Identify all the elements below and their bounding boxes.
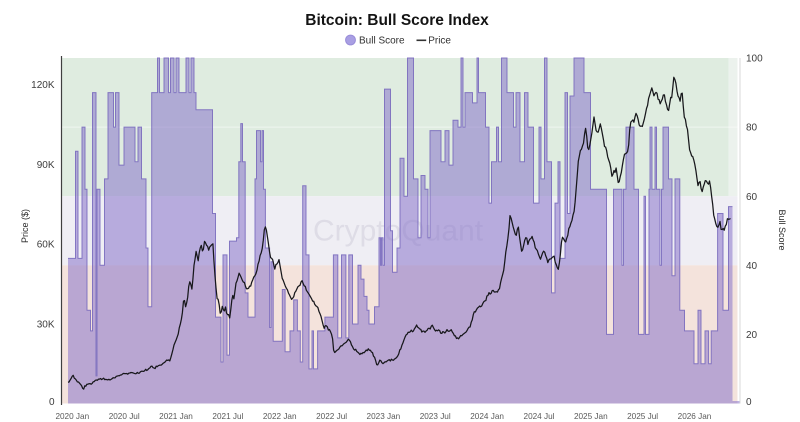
svg-text:2022 Jul: 2022 Jul	[316, 412, 347, 421]
svg-text:30K: 30K	[37, 319, 55, 330]
svg-text:Bitcoin: Bull Score Index: Bitcoin: Bull Score Index	[305, 12, 489, 29]
svg-text:80: 80	[746, 123, 758, 134]
svg-text:2021 Jul: 2021 Jul	[212, 412, 243, 421]
svg-text:Price: Price	[428, 36, 451, 47]
svg-text:2024 Jul: 2024 Jul	[524, 412, 555, 421]
svg-text:2021 Jan: 2021 Jan	[159, 412, 193, 421]
svg-text:Bull Score: Bull Score	[359, 36, 405, 47]
svg-text:2023 Jan: 2023 Jan	[367, 412, 401, 421]
svg-text:2025 Jan: 2025 Jan	[574, 412, 608, 421]
svg-text:20: 20	[746, 330, 758, 341]
svg-text:2022 Jan: 2022 Jan	[263, 412, 297, 421]
svg-text:60: 60	[746, 192, 758, 203]
svg-text:2020 Jul: 2020 Jul	[109, 412, 140, 421]
svg-text:2024 Jan: 2024 Jan	[470, 412, 504, 421]
svg-text:90K: 90K	[37, 160, 55, 171]
svg-text:Bull Score: Bull Score	[777, 209, 787, 250]
svg-text:2020 Jan: 2020 Jan	[55, 412, 89, 421]
svg-text:Price ($): Price ($)	[20, 209, 30, 243]
svg-text:2025 Jul: 2025 Jul	[627, 412, 658, 421]
svg-text:40: 40	[746, 261, 758, 272]
svg-text:2026 Jan: 2026 Jan	[678, 412, 712, 421]
svg-text:60K: 60K	[37, 240, 55, 251]
svg-text:0: 0	[746, 397, 752, 408]
svg-text:2023 Jul: 2023 Jul	[420, 412, 451, 421]
svg-text:120K: 120K	[31, 80, 55, 91]
svg-text:100: 100	[746, 54, 763, 65]
svg-text:0: 0	[49, 397, 55, 408]
